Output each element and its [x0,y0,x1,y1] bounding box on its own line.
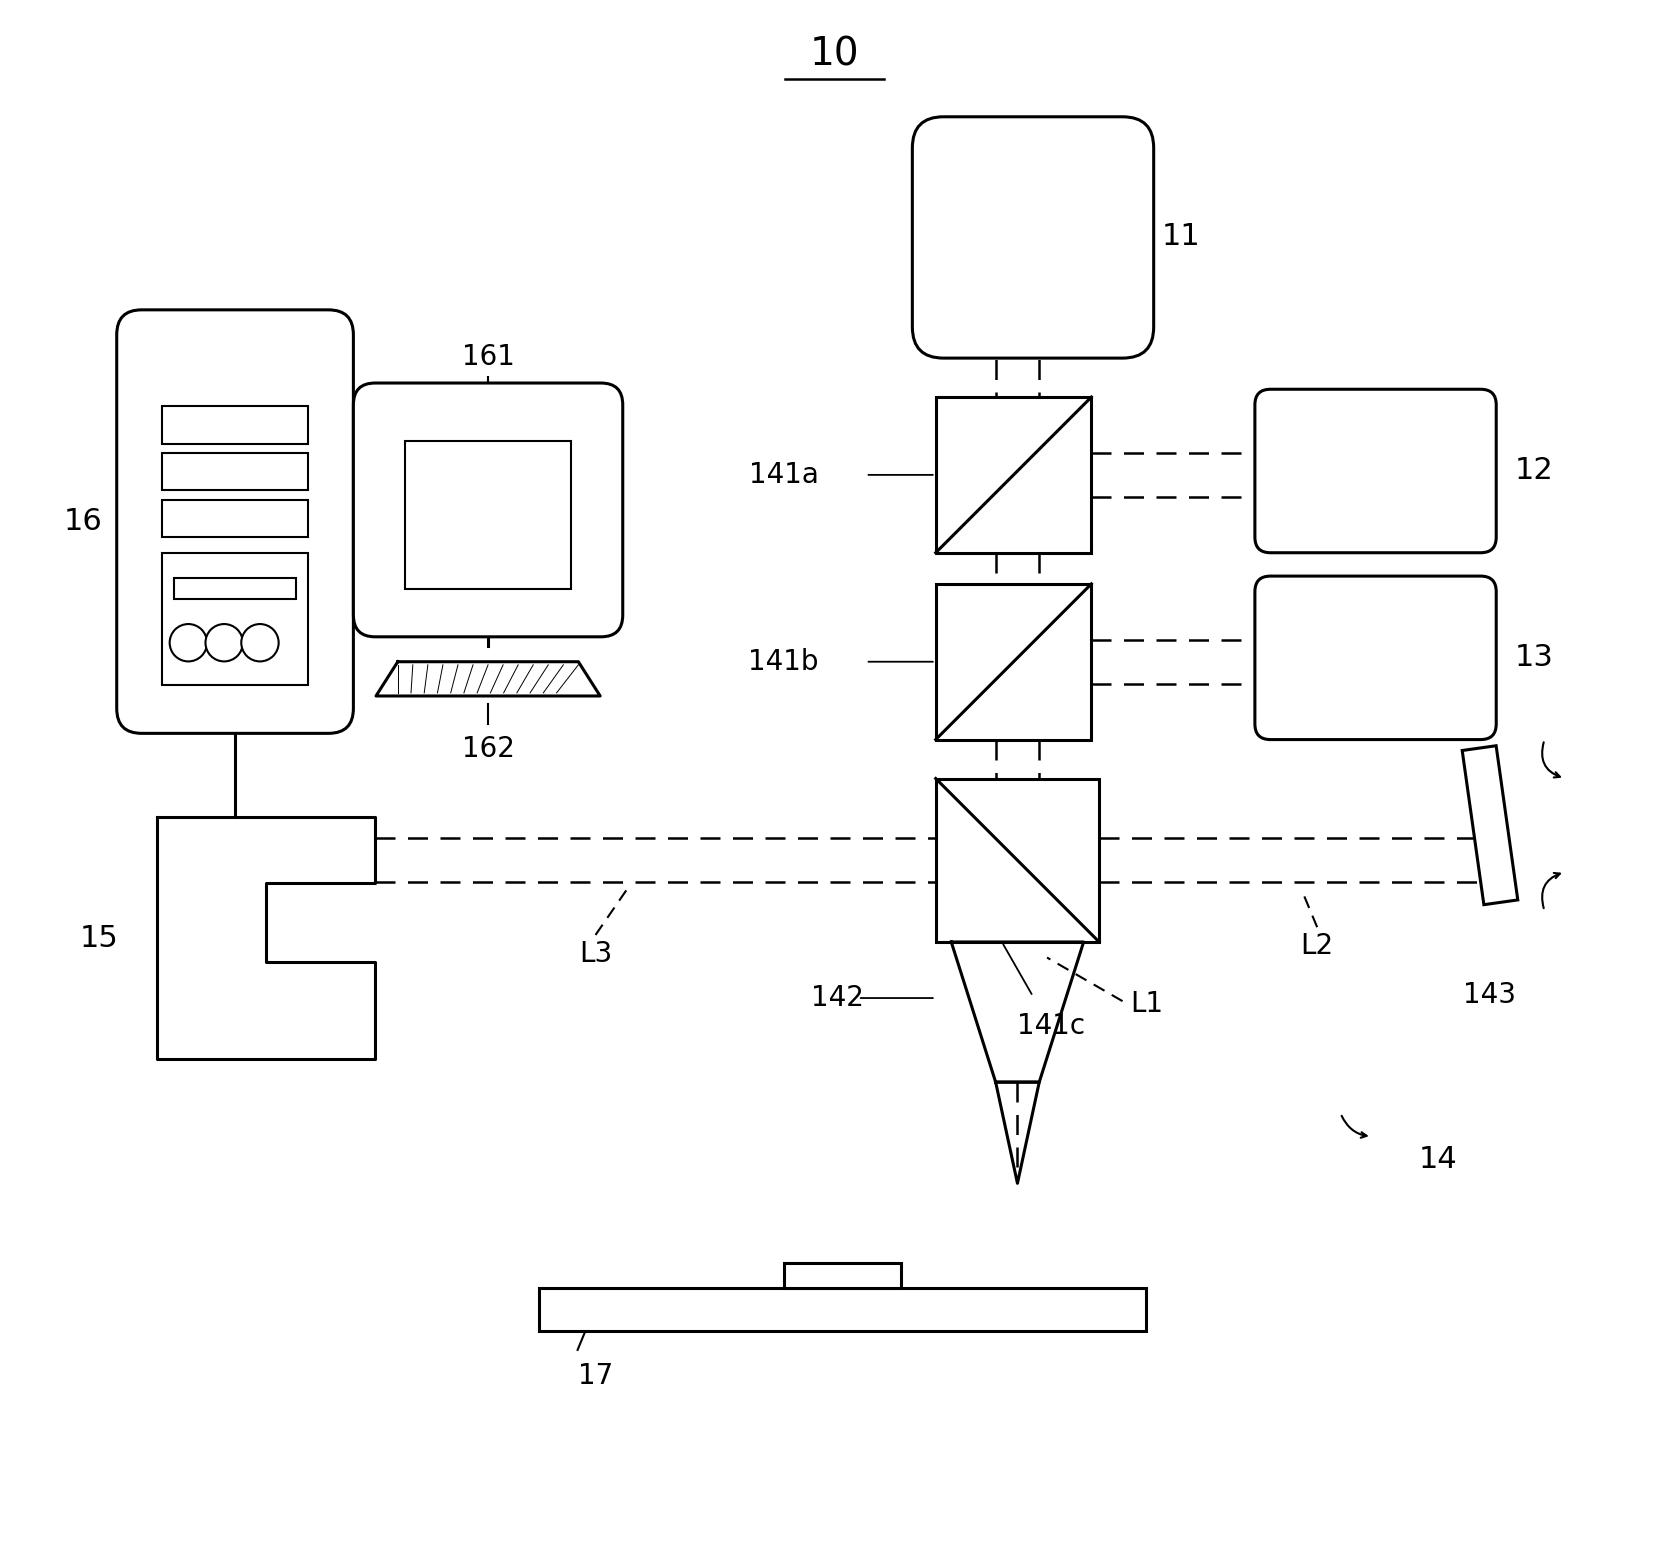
Polygon shape [376,662,601,696]
Text: 143: 143 [1464,981,1517,1009]
Bar [406,441,571,589]
FancyBboxPatch shape [1255,576,1495,740]
Text: 141c: 141c [1018,1012,1085,1040]
Bar [936,584,1092,740]
Text: 12: 12 [1515,456,1554,486]
Bar [784,1263,901,1288]
Bar [936,778,1100,942]
Text: L3: L3 [579,940,613,967]
Text: 141b: 141b [748,648,819,676]
Bar [174,578,295,599]
Bar [162,500,309,537]
Bar [539,1288,1147,1331]
Text: 17: 17 [577,1362,613,1390]
Bar [162,553,309,685]
Bar [936,397,1092,553]
Text: 15: 15 [80,923,118,953]
Polygon shape [157,817,376,1059]
FancyBboxPatch shape [1255,389,1495,553]
Text: 141a: 141a [749,461,819,489]
Circle shape [242,624,279,662]
Bar [162,406,309,444]
Text: 162: 162 [462,735,514,763]
FancyBboxPatch shape [913,117,1153,358]
Text: 11: 11 [1162,223,1200,251]
Text: 10: 10 [809,36,860,73]
Text: 16: 16 [63,508,103,536]
Text: L1: L1 [1130,990,1163,1018]
FancyBboxPatch shape [117,310,354,733]
Circle shape [205,624,244,662]
Text: 14: 14 [1419,1146,1457,1174]
Polygon shape [951,942,1083,1082]
Text: 142: 142 [811,984,865,1012]
Bar [1462,746,1517,905]
Text: L2: L2 [1300,933,1334,959]
Polygon shape [996,1082,1040,1183]
Bar [162,453,309,490]
Text: 13: 13 [1515,643,1554,673]
Circle shape [170,624,207,662]
FancyBboxPatch shape [354,383,623,637]
Text: 161: 161 [462,343,514,371]
